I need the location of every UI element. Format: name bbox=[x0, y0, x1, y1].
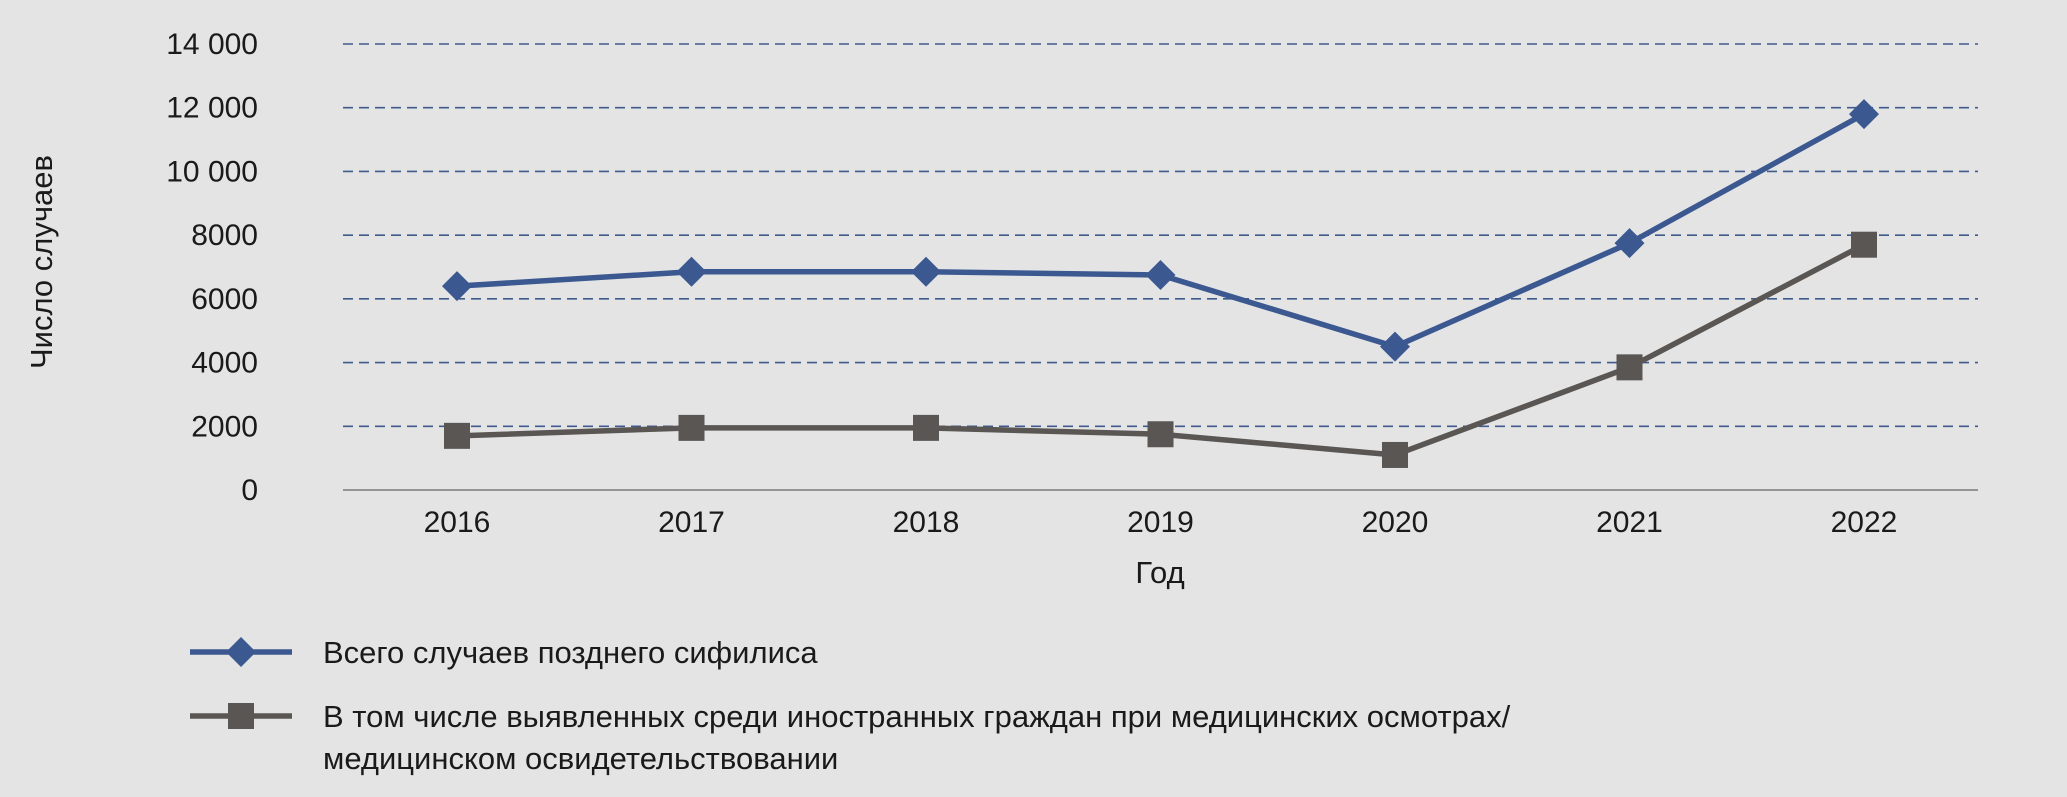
y-tick-label: 8000 bbox=[191, 219, 258, 252]
data-point bbox=[678, 414, 705, 441]
data-point bbox=[1616, 354, 1643, 381]
y-tick-label: 4000 bbox=[191, 347, 258, 380]
y-tick-label: 12 000 bbox=[166, 92, 258, 125]
data-point bbox=[1382, 441, 1408, 468]
data-point bbox=[444, 422, 470, 449]
data-point bbox=[1851, 231, 1877, 258]
y-tick-label: 14 000 bbox=[166, 28, 258, 61]
data-point bbox=[1145, 259, 1176, 290]
y-axis-title: Число случаев bbox=[24, 155, 59, 369]
data-point bbox=[1849, 99, 1879, 130]
y-tick-label: 2000 bbox=[191, 410, 258, 443]
x-tick-label: 2016 bbox=[424, 506, 491, 539]
legend-item-2: В том числе выявленных среди иностранных… bbox=[190, 699, 1511, 776]
series-line bbox=[456, 111, 1866, 350]
x-axis-title: Год bbox=[1135, 555, 1184, 590]
legend-label: Всего случаев позднего сифилиса bbox=[323, 635, 818, 670]
series-2 bbox=[444, 231, 1877, 468]
x-axis: 2016 2017 2018 2019 2020 2021 2022 bbox=[343, 489, 1978, 539]
x-tick-label: 2022 bbox=[1831, 506, 1898, 539]
legend: Всего случаев позднего сифилиса В том чис… bbox=[190, 635, 1511, 776]
legend-item-1: Всего случаев позднего сифилиса bbox=[190, 635, 818, 670]
gridlines bbox=[343, 43, 1978, 428]
y-tick-label: 6000 bbox=[191, 283, 258, 316]
data-point bbox=[1614, 228, 1645, 259]
x-tick-label: 2020 bbox=[1362, 506, 1429, 539]
data-point bbox=[913, 414, 939, 441]
x-tick-label: 2021 bbox=[1596, 506, 1663, 539]
legend-label: медицинском освидетельствовании bbox=[323, 741, 838, 776]
legend-marker bbox=[228, 703, 254, 729]
data-point bbox=[1380, 331, 1410, 362]
data-point bbox=[1147, 421, 1174, 448]
y-tick-label: 10 000 bbox=[166, 155, 258, 188]
data-point bbox=[676, 256, 707, 287]
series-1 bbox=[442, 99, 1879, 362]
series-layer bbox=[442, 99, 1879, 468]
x-tick-label: 2017 bbox=[658, 506, 725, 539]
legend-label: В том числе выявленных среди иностранных… bbox=[323, 699, 1511, 734]
x-tick-label: 2019 bbox=[1127, 506, 1194, 539]
data-point bbox=[442, 271, 472, 302]
data-point bbox=[911, 256, 941, 287]
legend-marker bbox=[226, 637, 256, 667]
x-tick-label: 2018 bbox=[893, 506, 960, 539]
y-tick-label: 0 bbox=[241, 474, 258, 507]
y-axis-ticks: 0 2000 4000 6000 8000 10 000 12 000 14 000 bbox=[166, 28, 258, 507]
